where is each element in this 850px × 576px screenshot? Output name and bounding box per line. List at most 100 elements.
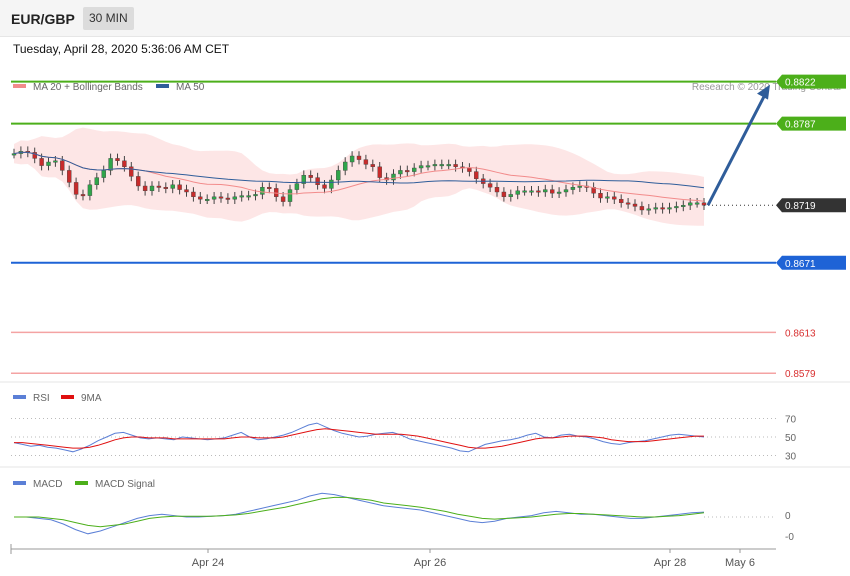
candle	[204, 198, 210, 201]
candle	[646, 208, 651, 211]
candle	[101, 170, 106, 178]
candle	[60, 160, 65, 171]
candle	[294, 183, 300, 190]
candle	[129, 166, 134, 177]
x-tick-label: Apr 28	[654, 557, 686, 569]
rsi-level-label: 30	[785, 452, 797, 463]
rsi-level-label: 50	[785, 433, 797, 444]
candle	[370, 164, 375, 167]
candle	[349, 155, 355, 163]
candle	[218, 196, 224, 199]
candle	[211, 196, 217, 200]
legend-swatch	[61, 395, 74, 399]
candle	[674, 206, 679, 209]
candle	[108, 158, 113, 171]
bollinger-band	[14, 127, 704, 226]
candle	[577, 185, 582, 188]
candle	[149, 185, 155, 192]
candle	[135, 176, 141, 187]
timeframe-button[interactable]: 30 MIN	[83, 7, 134, 30]
candle	[612, 196, 617, 200]
candle	[232, 196, 238, 200]
candle	[239, 195, 244, 198]
candle	[66, 170, 72, 183]
level-label: 0.8787	[785, 120, 816, 131]
macd-series-signal	[14, 496, 705, 528]
legend-swatch	[13, 395, 26, 399]
legend-swatch	[13, 84, 26, 88]
legend-label: MA 20 + Bollinger Bands	[33, 82, 143, 93]
candle	[46, 161, 51, 166]
level-tag	[776, 116, 846, 131]
candle	[681, 204, 686, 207]
symbol-label: EUR/GBP	[11, 11, 75, 27]
candle	[156, 185, 162, 188]
candle	[94, 177, 100, 186]
candle	[660, 207, 665, 210]
legend-label: MACD Signal	[95, 479, 155, 490]
candle	[191, 191, 196, 197]
candle	[87, 184, 93, 196]
candle	[667, 207, 672, 210]
candle	[356, 155, 362, 160]
candle	[225, 197, 231, 200]
candle	[115, 158, 120, 161]
legend-label: RSI	[33, 393, 50, 404]
level-label: 0.8719	[785, 201, 816, 212]
legend-swatch	[156, 84, 169, 88]
candle	[550, 189, 555, 194]
candle	[287, 189, 293, 202]
level-label: 0.8579	[785, 369, 816, 380]
chart-header: EUR/GBP 30 MIN	[0, 0, 850, 37]
level-label: 0.8613	[785, 328, 816, 339]
candle	[363, 159, 369, 165]
candle	[439, 164, 444, 167]
candle	[142, 185, 148, 192]
candle	[163, 186, 169, 189]
level-tag	[776, 255, 846, 270]
candle	[515, 190, 520, 195]
candle	[418, 165, 424, 169]
candle	[474, 171, 479, 180]
forecast-arrow	[706, 93, 767, 206]
candle	[570, 186, 576, 190]
candle	[543, 189, 548, 193]
rsi-series-rsi	[13, 422, 705, 453]
candle	[391, 173, 396, 181]
candle	[598, 192, 603, 199]
candle	[73, 182, 79, 195]
legend-swatch	[13, 481, 26, 485]
candle	[619, 198, 624, 203]
ma50-line	[13, 151, 705, 189]
level-label: 0.8822	[785, 78, 816, 89]
candle	[556, 191, 562, 194]
candle	[170, 184, 175, 189]
candle	[494, 186, 500, 193]
level-tag	[776, 198, 846, 213]
candle	[308, 174, 313, 178]
candle	[694, 202, 700, 205]
candle	[280, 196, 286, 202]
candle	[563, 189, 569, 193]
macd-level-label: -0	[785, 532, 794, 543]
candle	[177, 184, 182, 190]
candle	[412, 167, 417, 172]
candle	[625, 202, 631, 205]
legend-swatch	[75, 481, 88, 485]
candle	[122, 160, 127, 168]
candle	[80, 194, 86, 197]
candle	[653, 207, 658, 210]
candle	[487, 183, 493, 188]
legend-label: MA 50	[176, 82, 205, 93]
candle	[508, 194, 513, 197]
candle	[377, 166, 382, 178]
candle	[343, 161, 348, 171]
candle	[260, 186, 265, 195]
candle	[639, 206, 645, 211]
candle	[53, 160, 58, 163]
macd-level-label: 0	[785, 511, 791, 522]
candle	[315, 177, 320, 186]
timestamp: Tuesday, April 28, 2020 5:36:06 AM CET	[13, 42, 230, 56]
candle	[536, 190, 541, 193]
x-tick-label: Apr 24	[192, 557, 224, 569]
